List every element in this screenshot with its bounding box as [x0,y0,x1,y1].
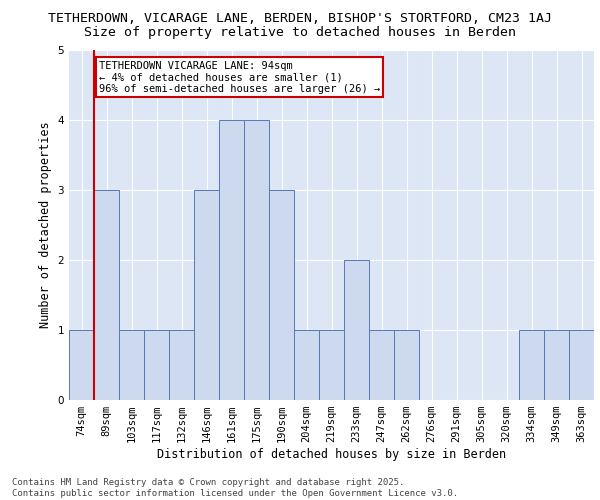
Bar [519,330,544,400]
Bar [169,330,194,400]
Bar [369,330,394,400]
Text: Contains HM Land Registry data © Crown copyright and database right 2025.
Contai: Contains HM Land Registry data © Crown c… [12,478,458,498]
Bar [94,190,119,400]
X-axis label: Distribution of detached houses by size in Berden: Distribution of detached houses by size … [157,448,506,461]
Text: Size of property relative to detached houses in Berden: Size of property relative to detached ho… [84,26,516,39]
Y-axis label: Number of detached properties: Number of detached properties [39,122,52,328]
Bar [319,330,344,400]
Bar [219,120,244,400]
Bar [144,330,169,400]
Text: TETHERDOWN, VICARAGE LANE, BERDEN, BISHOP'S STORTFORD, CM23 1AJ: TETHERDOWN, VICARAGE LANE, BERDEN, BISHO… [48,12,552,26]
Bar [269,190,294,400]
Bar [69,330,94,400]
Bar [569,330,594,400]
Bar [119,330,144,400]
Text: TETHERDOWN VICARAGE LANE: 94sqm
← 4% of detached houses are smaller (1)
96% of s: TETHERDOWN VICARAGE LANE: 94sqm ← 4% of … [99,60,380,94]
Bar [244,120,269,400]
Bar [194,190,219,400]
Bar [544,330,569,400]
Bar [394,330,419,400]
Bar [344,260,369,400]
Bar [294,330,319,400]
